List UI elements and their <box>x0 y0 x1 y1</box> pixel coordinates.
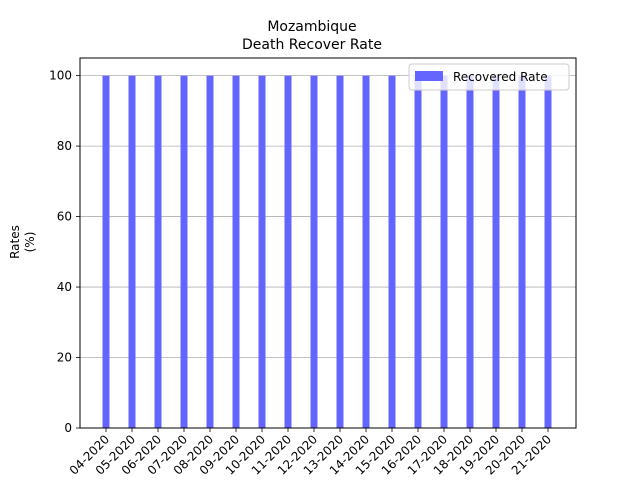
y-tick-label: 20 <box>57 351 72 365</box>
y-axis-label-line-1: Rates <box>8 225 22 259</box>
bar-20-2020 <box>518 75 526 428</box>
chart-title-line-2: Death Recover Rate <box>242 37 382 53</box>
y-tick-label: 80 <box>57 139 72 153</box>
bar-12-2020 <box>310 75 318 428</box>
legend: Recovered Rate <box>408 63 570 91</box>
bars <box>102 75 552 428</box>
bar-15-2020 <box>388 75 396 428</box>
y-tick-label: 40 <box>57 280 72 294</box>
bar-13-2020 <box>336 75 344 428</box>
y-ticks: 0 20 40 60 80 100 <box>49 69 80 435</box>
legend-box <box>408 63 570 91</box>
bar-09-2020 <box>232 75 240 428</box>
bar-16-2020 <box>414 75 422 428</box>
y-axis-label-line-2: (%) <box>23 232 37 253</box>
plot-frame <box>79 57 577 429</box>
y-tick-label: 60 <box>57 210 72 224</box>
y-tick-label: 0 <box>64 421 72 435</box>
y-axis-label: Rates (%) <box>8 225 37 259</box>
bar-21-2020 <box>544 75 552 428</box>
bar-05-2020 <box>128 75 136 428</box>
bar-08-2020 <box>206 75 214 428</box>
bar-10-2020 <box>258 75 266 428</box>
chart-title-line-1: Mozambique <box>267 19 356 35</box>
bar-06-2020 <box>154 75 162 428</box>
legend-swatch <box>415 71 443 81</box>
bar-04-2020 <box>102 75 110 428</box>
bar-07-2020 <box>180 75 188 428</box>
legend-label: Recovered Rate <box>453 70 548 84</box>
bar-11-2020 <box>284 75 292 428</box>
bar-14-2020 <box>362 75 370 428</box>
y-tick-label: 100 <box>49 69 72 83</box>
bar-18-2020 <box>466 75 474 428</box>
bar-19-2020 <box>492 75 500 428</box>
bar-17-2020 <box>440 75 448 428</box>
